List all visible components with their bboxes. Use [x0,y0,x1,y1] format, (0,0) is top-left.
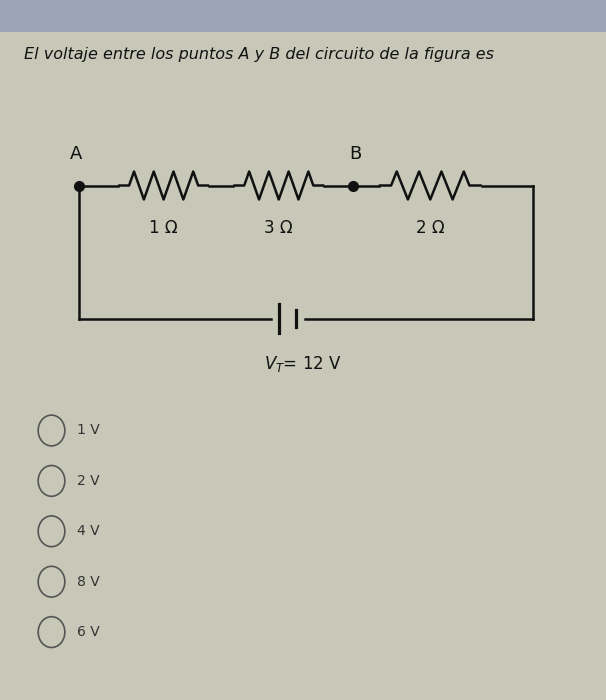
Text: 8 V: 8 V [77,575,100,589]
Text: 4 V: 4 V [77,524,99,538]
Text: 2 V: 2 V [77,474,99,488]
Text: 2 Ω: 2 Ω [416,219,445,237]
Text: 1 Ω: 1 Ω [149,219,178,237]
Text: B: B [350,145,362,163]
Text: 3 Ω: 3 Ω [264,219,293,237]
Text: 1 V: 1 V [77,424,100,438]
Text: 6 V: 6 V [77,625,100,639]
FancyBboxPatch shape [0,0,606,32]
Text: $V_T$= 12 V: $V_T$= 12 V [264,354,342,374]
Text: El voltaje entre los puntos A y B del circuito de la figura es: El voltaje entre los puntos A y B del ci… [24,47,494,62]
Text: A: A [70,145,82,163]
